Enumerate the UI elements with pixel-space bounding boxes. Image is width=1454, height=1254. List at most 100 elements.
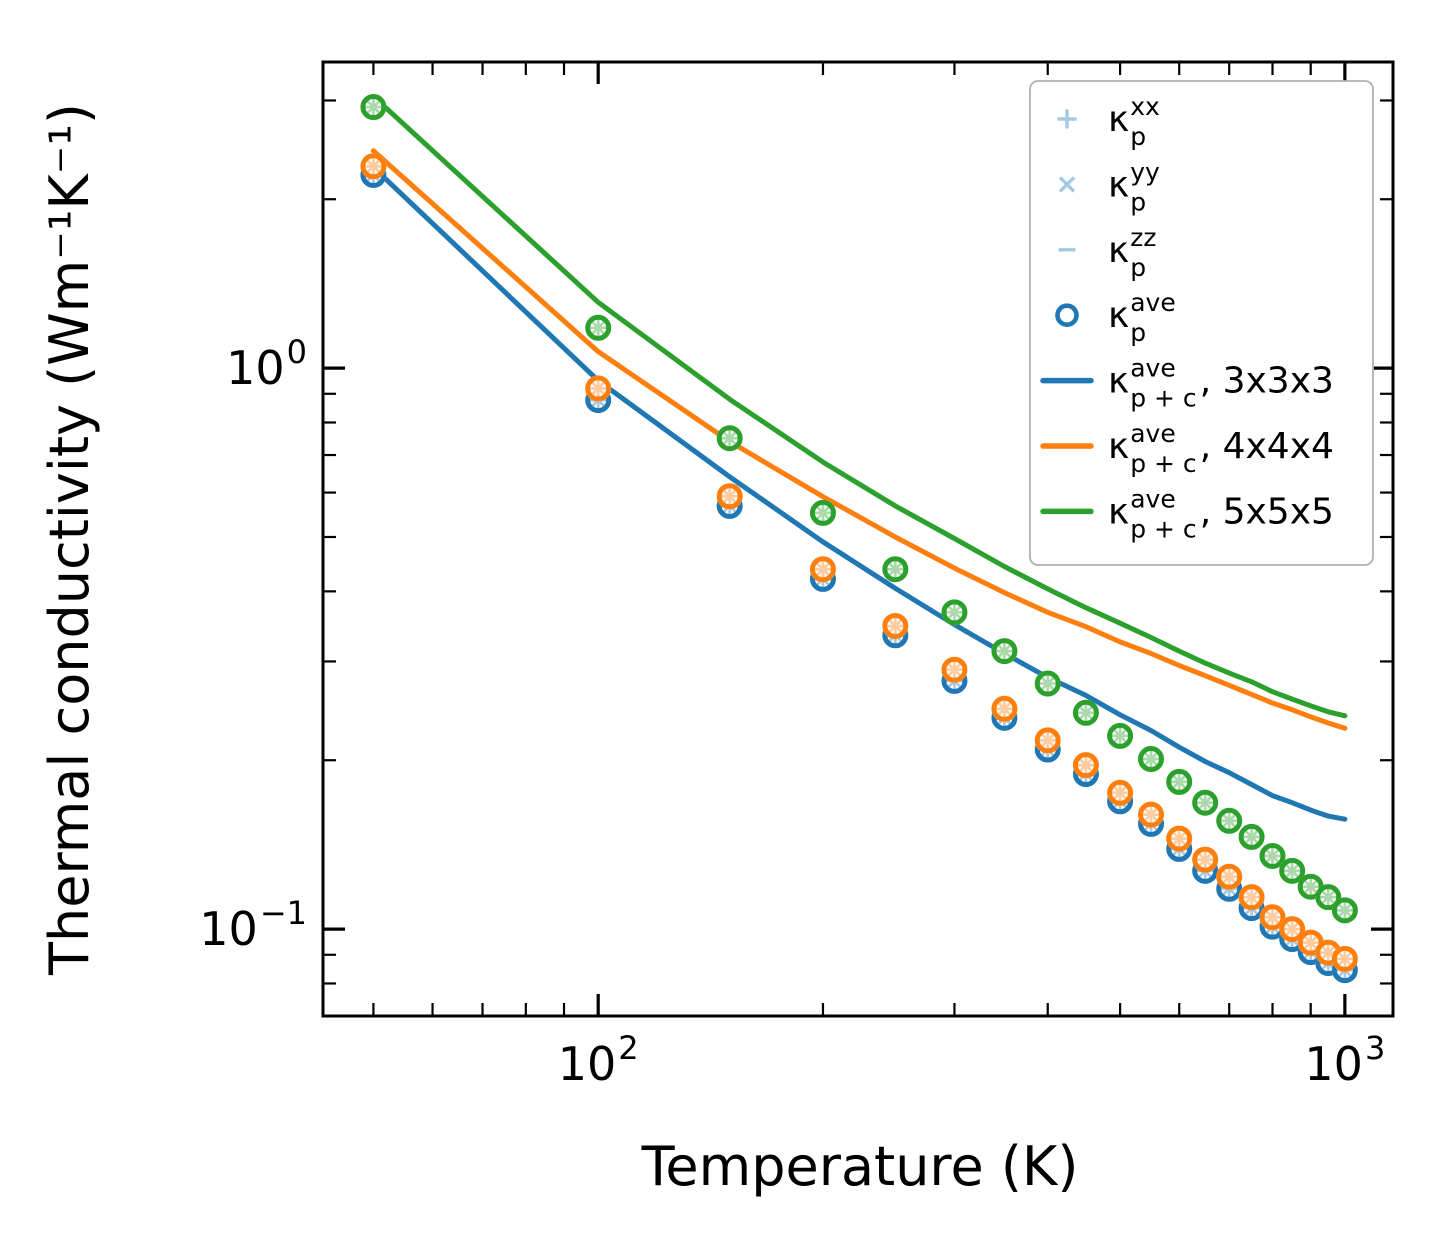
marker-ring [1259,904,1286,931]
data-point-marker [1034,670,1061,697]
marker-ring [360,153,387,180]
legend-label-suffix: , 4x4x4 [1200,426,1334,467]
plot-lines-layer [370,93,1348,822]
marker-ring [1034,670,1061,697]
marker-ring [991,695,1018,722]
marker-ring [1279,857,1306,884]
marker-ring [1166,768,1193,795]
legend-label-superscript: ave [1130,484,1176,513]
component-spoke-icon [722,431,737,446]
legend-label-kappa: κ [1108,491,1129,532]
legend-label-kappa: κ [1108,230,1129,271]
marker-ring [1034,727,1061,754]
svg-text:10: 10 [1304,1037,1363,1091]
marker-ring [1107,779,1134,806]
data-point-marker [1107,779,1134,806]
component-spoke-icon [1321,890,1336,905]
component-spoke-icon [1144,752,1158,766]
legend-label-kappa: κ [1108,164,1129,205]
marker-ring [1192,846,1219,873]
svg-text:−1: −1 [260,894,307,932]
data-point-marker [1166,768,1193,795]
svg-text:2: 2 [618,1029,638,1067]
data-point-marker [941,599,968,626]
marker-ring [809,556,836,583]
legend-label-kappa: κ [1108,426,1129,467]
y-tick-label: 10 0 [226,333,307,395]
marker-ring [809,499,836,526]
component-spoke-icon [816,562,830,577]
legend-label-subscript: p [1130,122,1146,151]
y-axis-label: Thermal conductivity (Wm⁻¹K⁻¹) [38,103,101,976]
component-spoke-icon [1079,705,1093,720]
legend-entry: κ xxp [1057,92,1160,151]
svg-text:10: 10 [226,341,285,395]
data-point-marker [585,314,612,341]
data-point-marker [809,499,836,526]
data-point-marker [1279,916,1306,943]
component-spoke-icon [1303,879,1318,894]
legend-label-superscript: ave [1130,288,1176,317]
marker-ring [1138,746,1165,773]
legend-label-suffix: , 3x3x3 [1200,361,1334,402]
svg-text:10: 10 [199,902,258,956]
marker-ring [941,599,968,626]
legend-label-superscript: xx [1130,92,1160,121]
scatter-kappa_p_ave_5x5x5 [360,94,1358,924]
legend-label-subscript: p + c [1130,514,1196,543]
x-tick-label: 10 3 [1304,1029,1385,1091]
circle-marker-icon [1055,303,1079,328]
data-point-marker [1138,801,1165,828]
line-kappa_p_plus_c_ave_4x4x4 [370,148,1348,731]
marker-ring [1192,789,1219,816]
component-spoke-icon [722,489,737,504]
data-point-marker [585,375,612,402]
data-point-marker [1331,945,1358,972]
marker-ring [1238,823,1265,850]
marker-ring [585,375,612,402]
component-spoke-icon [1198,852,1213,867]
legend-entry: κ zzp [1058,223,1156,282]
marker-ring [1331,945,1358,972]
legend-label-kappa: κ [1108,99,1129,140]
legend-label-superscript: yy [1130,157,1160,186]
legend-label-subscript: p + c [1130,384,1196,413]
component-spoke-icon [591,320,606,335]
marker-ring [585,314,612,341]
legend-label-subscript: p [1130,318,1146,347]
scatter-kappa_p_ave_4x4x4 [360,153,1358,972]
marker-ring [1072,752,1099,779]
marker-ring [716,425,743,452]
svg-text:10: 10 [558,1037,617,1091]
component-spoke-icon [1285,922,1300,936]
axes-layer [321,60,1395,1018]
data-point-marker [882,612,909,639]
component-spoke-icon [1303,935,1318,950]
marker-ring [882,556,909,583]
legend-label-subscript: p [1130,187,1146,216]
component-spoke-icon [591,381,606,396]
marker-ring [991,638,1018,665]
marker-ring [1072,699,1099,726]
legend-label-suffix: , 5x5x5 [1200,491,1334,532]
component-spoke-icon [1113,729,1127,743]
component-spoke-icon [1321,945,1336,960]
component-spoke-icon [1265,910,1280,925]
data-point-marker [991,695,1018,722]
data-point-marker [360,153,387,180]
data-point-marker [991,638,1018,665]
tick-labels-layer: 10 2 10 310 010 −1 [199,333,1385,1091]
legend-label-kappa: κ [1108,361,1129,402]
data-point-marker [1238,884,1265,911]
data-point-marker [1216,807,1243,834]
data-point-marker [1315,939,1342,966]
legend-label-subscript: p [1130,253,1146,282]
data-point-marker [1238,823,1265,850]
legend-label-subscript: p + c [1130,449,1196,478]
data-point-marker [1138,746,1165,773]
component-spoke-icon [997,701,1012,716]
marker-ring [1216,807,1243,834]
